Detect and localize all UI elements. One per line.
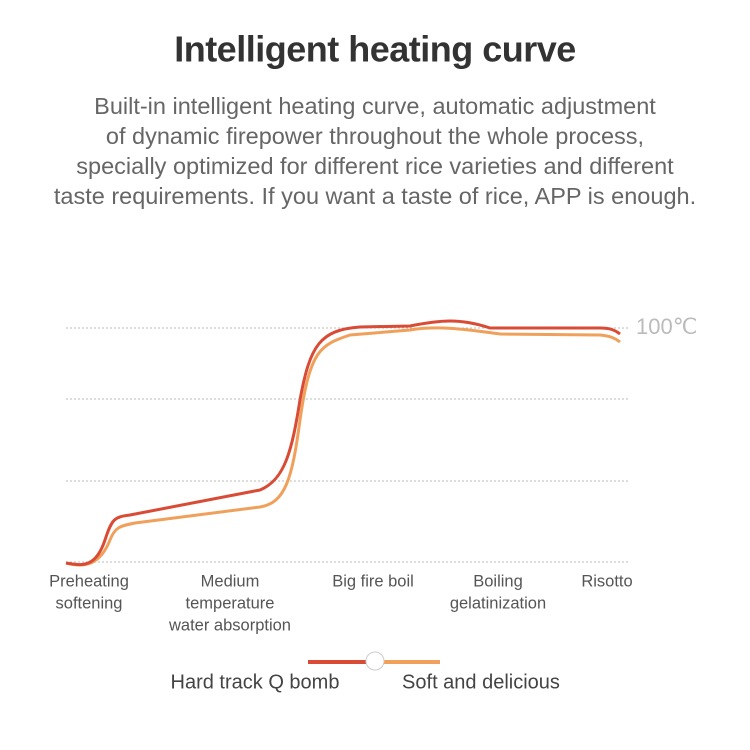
- description-line: specially optimized for different rice v…: [76, 153, 674, 179]
- stage-label: Boiling: [473, 572, 523, 590]
- temperature-label: 100℃: [636, 314, 697, 339]
- stage-label: Big fire boil: [332, 572, 414, 590]
- title: Intelligent heating curve: [174, 29, 576, 70]
- legend-label: Soft and delicious: [402, 671, 560, 693]
- legend-knob: [365, 651, 385, 671]
- description-line: of dynamic firepower throughout the whol…: [106, 123, 644, 149]
- stage-label: water absorption: [168, 616, 291, 634]
- stage-label: softening: [56, 594, 123, 612]
- soft-curve: [65, 326, 621, 567]
- stage-labels: Preheating softening Medium temperature wate…: [49, 572, 633, 634]
- description-line: taste requirements. If you want a taste …: [54, 183, 696, 209]
- hard-curve: [65, 319, 621, 567]
- description-line: Built-in intelligent heating curve, auto…: [94, 93, 656, 119]
- legend-label: Hard track Q bomb: [171, 671, 340, 693]
- stage-label: gelatinization: [450, 594, 546, 612]
- stage-label: Medium: [201, 572, 260, 590]
- stage-label: temperature: [186, 594, 275, 612]
- stage-label: Preheating: [49, 572, 129, 590]
- stage-label: Risotto: [581, 572, 632, 590]
